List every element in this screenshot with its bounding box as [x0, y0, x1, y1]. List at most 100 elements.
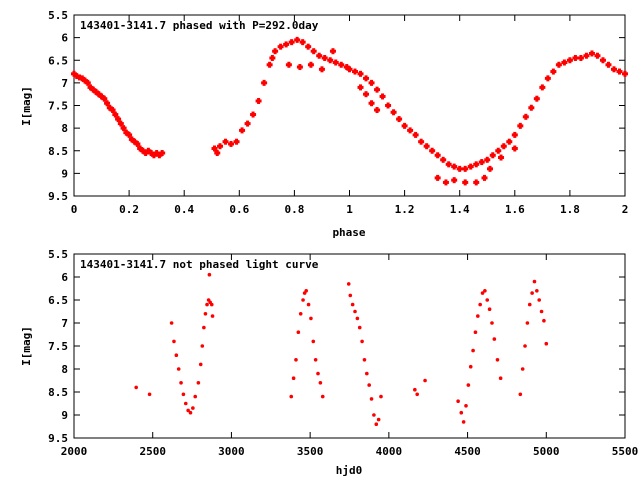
unphased-chart-title: 143401-3141.7 not phased light curve [80, 258, 319, 271]
unphased-x-tick-label: 5000 [533, 445, 560, 458]
unphased-y-tick-label: 6.5 [48, 294, 68, 307]
unphased-data-point [188, 410, 193, 415]
phased-data-point [214, 150, 221, 157]
unphased-y-tick-label: 6 [61, 271, 68, 284]
phased-data-point [338, 61, 345, 68]
unphased-data-point [466, 383, 471, 387]
phased-data-point [352, 68, 359, 75]
phased-data-point [561, 59, 568, 66]
phased-y-tick-label: 5.5 [48, 9, 68, 22]
unphased-data-point [207, 272, 212, 277]
phased-data-point [217, 143, 224, 150]
phased-data-point [109, 107, 116, 114]
unphased-data-point [423, 378, 427, 383]
phased-data-point [153, 150, 160, 157]
unphased-y-axis-label: I[mag] [20, 326, 33, 366]
phased-x-tick-label: 0.8 [284, 203, 304, 216]
phased-data-point [473, 161, 480, 168]
phased-data-point [357, 84, 364, 91]
phased-data-point [148, 150, 155, 157]
phased-data-point [329, 48, 336, 55]
unphased-data-point [374, 422, 379, 427]
phased-x-tick-label: 0.4 [174, 203, 194, 216]
unphased-data-point [365, 371, 369, 376]
phased-data-point [250, 111, 257, 118]
unphased-data-point [181, 392, 186, 397]
unphased-y-tick-label: 8.5 [48, 386, 68, 399]
phased-data-point [332, 59, 339, 66]
phased-data-point [71, 70, 77, 77]
phased-data-point [93, 88, 100, 95]
unphased-data-point [191, 406, 195, 410]
phased-y-tick-label: 6.5 [48, 54, 68, 67]
phased-data-point [117, 120, 124, 127]
unphased-y-tick-label: 7.5 [48, 340, 68, 353]
unphased-data-point [487, 307, 492, 312]
phased-data-point [87, 84, 94, 91]
phased-data-point [495, 147, 502, 154]
unphased-data-point [298, 312, 303, 316]
phased-data-point [445, 161, 452, 168]
unphased-data-point [134, 385, 138, 390]
phased-data-point [599, 57, 606, 64]
unphased-y-tick-label: 9.5 [48, 432, 68, 445]
phased-data-point [104, 100, 111, 107]
phased-data-point [588, 50, 595, 57]
phased-data-point [456, 165, 463, 172]
unphased-data-point [346, 282, 351, 286]
phased-data-point [137, 145, 144, 152]
phased-data-point [95, 91, 102, 98]
phased-data-point [150, 152, 157, 159]
phased-data-point [126, 131, 133, 138]
unphased-x-axis-label: hjd0 [336, 464, 363, 477]
unphased-data-point [360, 339, 364, 344]
unphased-data-point [379, 394, 383, 399]
unphased-data-point [527, 302, 532, 307]
phased-data-points [71, 36, 628, 186]
phased-data-point [115, 116, 122, 123]
phased-data-point [616, 68, 623, 75]
phased-data-point [544, 75, 551, 82]
phased-data-point [310, 48, 317, 55]
phased-data-point [473, 179, 480, 186]
phased-data-point [112, 111, 119, 118]
phased-y-tick-label: 9.5 [48, 190, 68, 203]
phased-data-point [374, 107, 381, 114]
phased-data-point [429, 147, 436, 154]
unphased-data-point [350, 302, 355, 307]
unphased-data-point [464, 404, 468, 408]
phased-data-point [255, 97, 262, 104]
unphased-light-curve-panel: 2000 2500 3000 3500 4000 4500 5000 5500 5.5 6 6.5… [20, 248, 638, 477]
phased-data-point [434, 152, 441, 159]
unphased-data-point [357, 325, 362, 330]
phased-x-tick-label: 2 [622, 203, 629, 216]
phased-data-point [390, 109, 397, 116]
phased-data-point [123, 129, 130, 136]
phased-data-point [528, 104, 535, 111]
phased-light-curve-panel: 0 0.2 0.4 0.6 0.8 1 1.2 1.4 1.6 1.8 2 5.5 6 6.5 7 7.5 8… [20, 9, 628, 239]
phased-data-point [299, 39, 306, 46]
phased-data-point [511, 131, 518, 138]
phased-y-tick-label: 7 [61, 77, 68, 90]
unphased-x-tick-label: 2000 [61, 445, 88, 458]
unphased-data-point [309, 316, 313, 321]
unphased-x-tick-label: 4500 [454, 445, 481, 458]
phased-x-axis-label: phase [332, 226, 365, 239]
phased-data-point [288, 39, 295, 46]
phased-data-point [577, 54, 584, 61]
unphased-data-point [495, 358, 500, 362]
phased-data-point [222, 138, 229, 145]
unphased-data-point [169, 321, 174, 325]
phased-data-point [506, 138, 513, 145]
phased-data-point [498, 154, 505, 161]
unphased-data-point [147, 392, 152, 397]
unphased-data-point [367, 383, 371, 387]
phased-data-point [533, 95, 540, 102]
phased-data-point [296, 64, 303, 71]
unphased-data-point [306, 302, 311, 307]
unphased-data-point [461, 420, 466, 424]
phased-y-axis-label: I[mag] [20, 86, 33, 126]
phased-x-axis: 0 0.2 0.4 0.6 0.8 1 1.2 1.4 1.6 1.8 2 [71, 15, 629, 216]
unphased-data-point [485, 298, 490, 302]
